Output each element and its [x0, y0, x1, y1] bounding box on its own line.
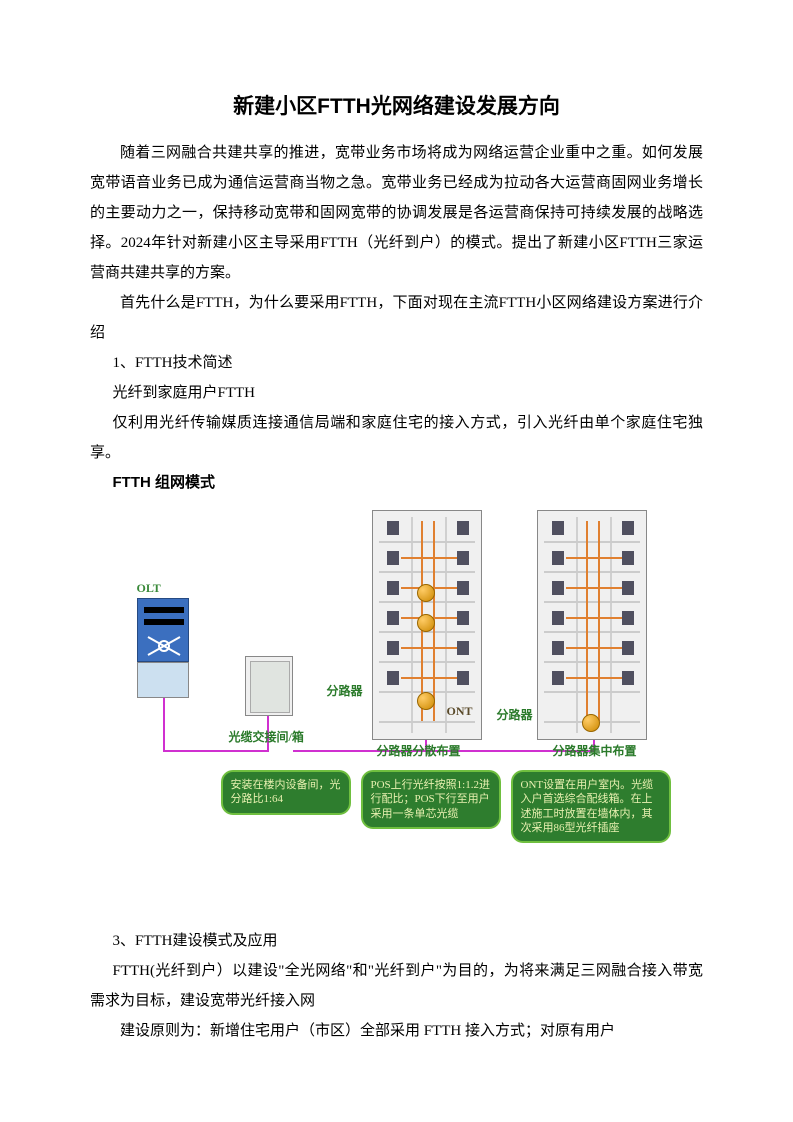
- sublabel-left: 分路器分散布置: [377, 742, 461, 759]
- splitter-icon: [582, 714, 600, 732]
- callout-3: ONT设置在用户室内。光缆入户首选综合配线箱。在上述施工时放置在墙体内，其次采用…: [511, 770, 671, 843]
- fiber-cabinet: [245, 656, 293, 716]
- section-3b: 建设原则为：新增住宅用户（市区）全部采用 FTTH 接入方式；对原有用户: [90, 1016, 703, 1046]
- sublabel-right: 分路器集中布置: [553, 742, 637, 759]
- olt-device: [137, 598, 189, 662]
- ftth-diagram: OLT 光缆交接间/箱 分路器: [90, 506, 703, 886]
- callout-2: POS上行光纤按照1:1.2进行配比；POS下行至用户采用一条单芯光缆: [361, 770, 501, 829]
- splitter-icon: [417, 614, 435, 632]
- section-1-heading: 1、FTTH技术简述: [90, 348, 703, 378]
- olt-label: OLT: [137, 581, 161, 596]
- splitter-right-label: 分路器: [497, 706, 533, 723]
- ont-label: ONT: [447, 704, 473, 719]
- section-1a: 光纤到家庭用户FTTH: [90, 378, 703, 408]
- splitter-label: 分路器: [327, 682, 363, 699]
- page-title: 新建小区FTTH光网络建设发展方向: [90, 90, 703, 120]
- section-1b: 仅利用光纤传输媒质连接通信局端和家庭住宅的接入方式，引入光纤由单个家庭住宅独享。: [90, 408, 703, 468]
- building-2: [537, 510, 647, 740]
- splitter-icon: [417, 584, 435, 602]
- section-3-heading: 3、FTTH建设模式及应用: [90, 926, 703, 956]
- olt-base-icon: [137, 662, 189, 698]
- paragraph-2: 首先什么是FTTH，为什么要采用FTTH，下面对现在主流FTTH小区网络建设方案…: [90, 288, 703, 348]
- section-2-heading: FTTH 组网模式: [90, 468, 703, 498]
- callout-1: 安装在楼内设备间，光分路比1:64: [221, 770, 351, 815]
- splitter-icon: [417, 692, 435, 710]
- section-3a: FTTH(光纤到户）以建设"全光网络"和"光纤到户"为目的，为将来满足三网融合接…: [90, 956, 703, 1016]
- cabinet-label: 光缆交接间/箱: [229, 728, 304, 745]
- paragraph-intro: 随着三网融合共建共享的推进，宽带业务市场将成为网络运营企业重中之重。如何发展宽带…: [90, 138, 703, 288]
